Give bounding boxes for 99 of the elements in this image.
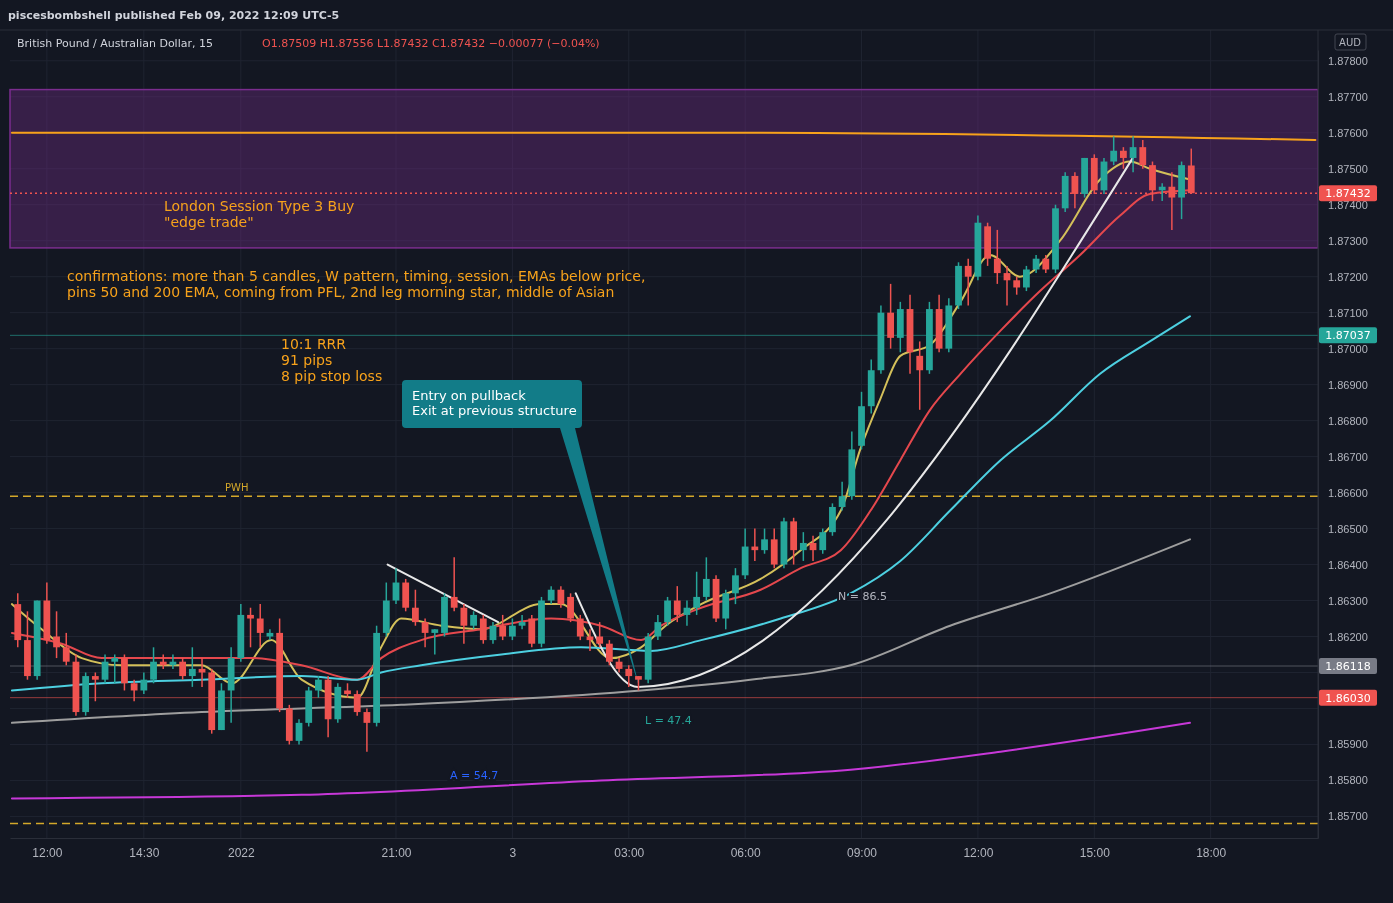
candlestick	[838, 481, 846, 512]
candlestick	[247, 606, 254, 649]
y-tick-label: 1.86400	[1328, 558, 1368, 571]
annotation: 91 pips	[281, 352, 333, 368]
candlestick	[625, 664, 633, 688]
candlestick	[508, 617, 516, 641]
candlestick	[596, 621, 604, 649]
y-tick-label: 1.86800	[1328, 414, 1368, 427]
candlestick	[188, 646, 196, 688]
candlestick	[654, 614, 662, 641]
candlestick	[421, 617, 429, 649]
candlestick	[964, 257, 972, 307]
candlestick	[91, 671, 99, 703]
annotation: pins 50 and 200 EMA, coming from PFL, 2nd leg morning star, middle of Asian	[67, 284, 615, 300]
y-tick-label: 1.87600	[1328, 126, 1368, 139]
annotation: London Session Type 3 Buy	[164, 198, 355, 214]
candlestick	[993, 229, 1001, 285]
candlestick	[557, 585, 565, 609]
ref-line-label: 1.87037	[1325, 329, 1371, 343]
candlestick	[664, 596, 671, 627]
y-tick-label: 1.87400	[1328, 198, 1368, 211]
ref-line-label: 1.86118	[1325, 659, 1371, 673]
y-tick-label: 1.86700	[1328, 450, 1368, 463]
y-tick-label: 1.86900	[1328, 378, 1368, 391]
annotation: "edge trade"	[164, 214, 254, 230]
annotation: confirmations: more than 5 candles, W pattern, timing, session, EMAs below price,	[67, 268, 646, 284]
candlestick	[1129, 135, 1137, 174]
x-tick-label: 15:00	[1079, 845, 1111, 860]
candlestick	[363, 707, 371, 753]
x-tick-label: 03:00	[614, 845, 645, 860]
x-tick-label: 2022	[227, 845, 255, 860]
y-tick-label: 1.87200	[1328, 270, 1368, 283]
candlestick	[479, 614, 487, 645]
annotation: A = 54.7	[450, 769, 499, 782]
candlestick	[1119, 146, 1127, 170]
candlestick	[1139, 139, 1147, 170]
candlestick	[799, 531, 807, 562]
x-tick-label: 3	[509, 845, 517, 860]
x-tick-label: 12:00	[32, 845, 63, 860]
y-axis-title: AUD	[1339, 36, 1362, 48]
y-tick-label: 1.87000	[1328, 342, 1368, 355]
y-tick-label: 1.87100	[1328, 306, 1368, 319]
candlestick	[130, 678, 138, 703]
line-series	[10, 315, 1191, 692]
candlestick	[460, 603, 468, 645]
candlestick	[499, 614, 507, 641]
candlestick	[1110, 135, 1118, 166]
candlestick	[916, 340, 924, 411]
candlestick	[761, 527, 768, 555]
candlestick	[53, 610, 60, 659]
candlestick	[673, 585, 681, 623]
y-tick-label: 1.87800	[1328, 54, 1368, 67]
ref-line-label: 1.87432	[1325, 187, 1371, 201]
candlestick	[518, 614, 526, 631]
y-tick-label: 1.87300	[1328, 234, 1368, 247]
candlestick	[819, 527, 827, 555]
candlestick	[111, 653, 119, 685]
y-tick-label: 1.85700	[1328, 810, 1368, 823]
candlestick	[150, 646, 157, 685]
y-tick-label: 1.86300	[1328, 594, 1368, 607]
candlestick	[693, 570, 701, 616]
candlestick	[140, 671, 148, 695]
candlestick	[315, 675, 322, 699]
ref-line-label: PWH	[225, 482, 249, 494]
chart-subtitle: piscesbombshell published Feb 09, 2022 12:09 UTC-5	[8, 9, 340, 22]
annotation: 10:1 RRR	[281, 336, 347, 352]
annotation: 8 pip stop loss	[281, 368, 383, 384]
candlestick	[1023, 265, 1030, 292]
candlestick	[450, 556, 458, 613]
ref-line-label: 1.86030	[1325, 691, 1371, 705]
x-tick-label: 12:00	[963, 845, 994, 860]
chart-title: British Pound / Australian Dollar, 15	[17, 37, 213, 50]
y-tick-label: 1.87700	[1328, 90, 1368, 103]
candlestick	[567, 592, 574, 623]
candlestick	[605, 639, 613, 667]
candlestick	[353, 689, 361, 717]
x-tick-label: 21:00	[381, 845, 412, 860]
candlestick	[412, 588, 419, 627]
annotation: Exit at previous structure	[412, 403, 577, 418]
annotation: L = 47.4	[645, 714, 692, 727]
annotation: Entry on pullback	[412, 388, 527, 403]
y-tick-label: 1.86500	[1328, 522, 1368, 535]
x-tick-label: 06:00	[730, 845, 761, 860]
candlestick	[256, 603, 264, 649]
y-tick-label: 1.86200	[1328, 630, 1368, 643]
candlestick	[702, 556, 710, 602]
candlestick	[732, 567, 739, 605]
y-tick-label: 1.85800	[1328, 774, 1368, 787]
line-series	[10, 538, 1191, 724]
candlestick	[431, 628, 439, 656]
y-tick-label: 1.85900	[1328, 738, 1368, 751]
y-tick-label: 1.86600	[1328, 486, 1368, 499]
candlestick	[62, 632, 70, 667]
x-tick-label: 09:00	[847, 845, 878, 860]
candlestick	[576, 614, 584, 641]
y-tick-label: 1.87500	[1328, 162, 1368, 175]
x-tick-label: 18:00	[1196, 845, 1227, 860]
annotation: O1.87509 H1.87556 L1.87432 C1.87432 −0.00077 (−0.04%)	[262, 37, 600, 50]
x-tick-label: 14:30	[129, 845, 160, 860]
